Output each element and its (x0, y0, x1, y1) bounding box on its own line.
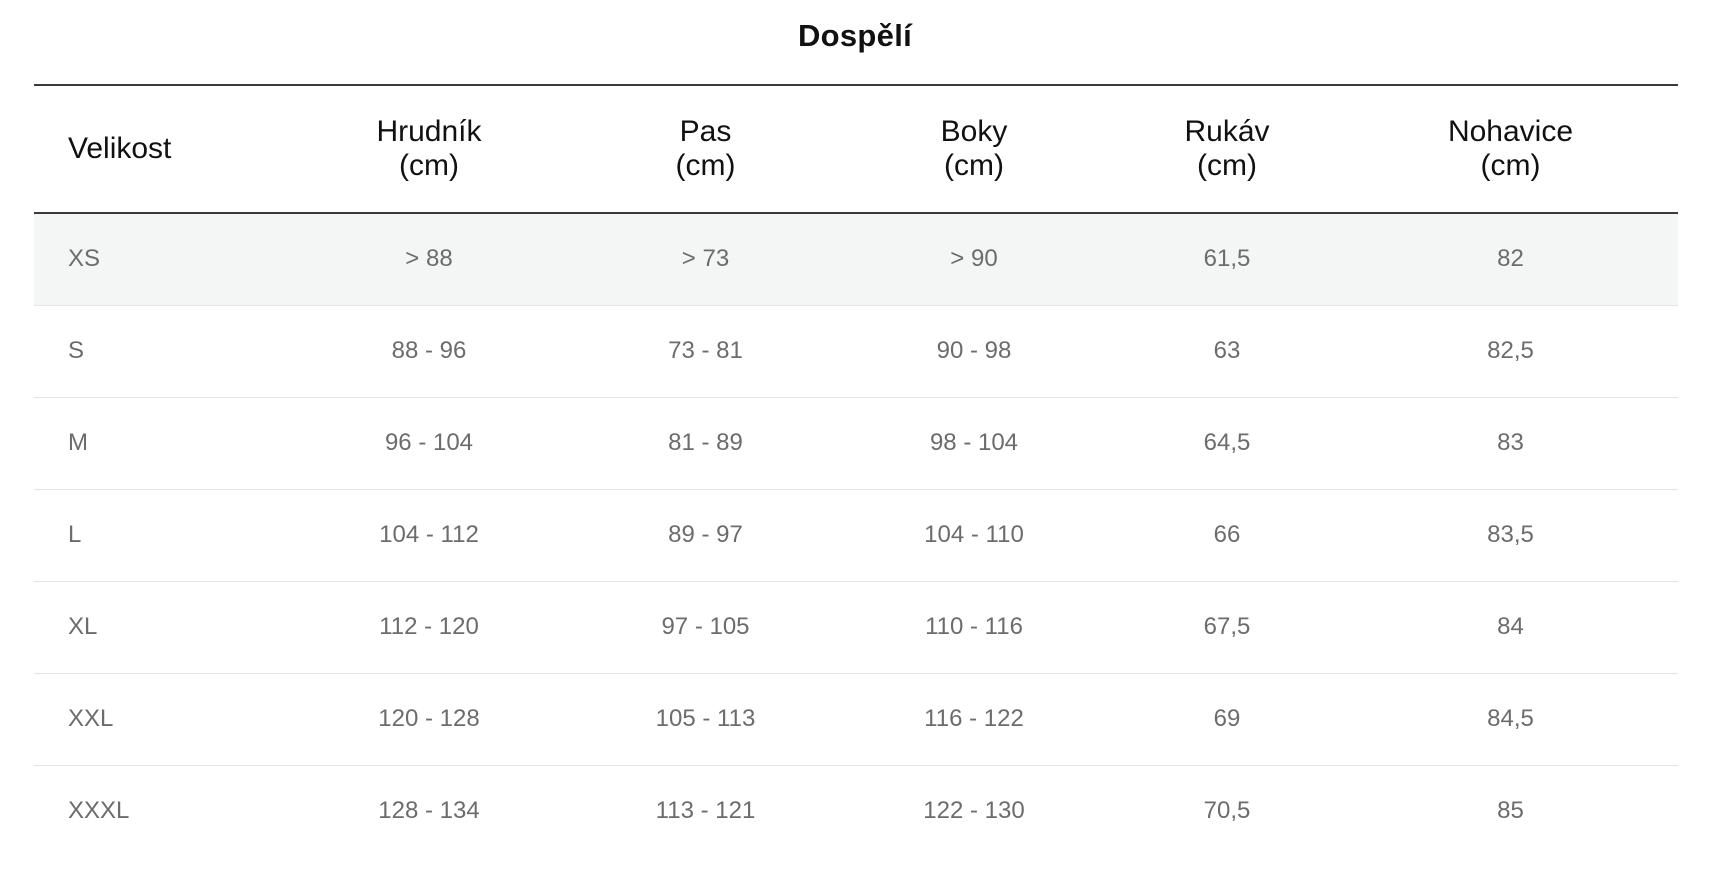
table-row: XXL 120 - 128 105 - 113 116 - 122 69 84,… (34, 673, 1678, 765)
cell-hips: 122 - 130 (923, 797, 1025, 825)
cell-pants: 84,5 (1487, 705, 1534, 732)
cell-size: S (68, 337, 85, 364)
cell-pants: 83 (1497, 429, 1524, 456)
cell-waist: 97 - 105 (661, 613, 750, 640)
table-row: XL 112 - 120 97 - 105 110 - 116 67,5 84 (34, 581, 1678, 673)
cell-chest: 120 - 128 (378, 705, 480, 732)
cell-waist: 113 - 121 (655, 797, 756, 825)
cell-sleeve: 61,5 (1203, 245, 1251, 273)
cell-hips: 90 - 98 (936, 337, 1012, 364)
cell-hips: 104 - 110 (924, 521, 1024, 548)
header-waist: Pas (cm) (574, 85, 837, 213)
table-row: L 104 - 112 89 - 97 104 - 110 66 83,5 (34, 489, 1678, 581)
table-row: XS > 88 > 73 > 90 61,5 82 (34, 213, 1678, 305)
cell-chest: 104 - 112 (379, 521, 479, 548)
cell-hips: > 90 (950, 245, 998, 273)
cell-waist: > 73 (681, 245, 730, 273)
header-size-label: Velikost (68, 132, 172, 165)
header-size: Velikost (34, 85, 284, 213)
cell-pants: 84 (1497, 613, 1524, 640)
header-waist-unit: (cm) (675, 149, 736, 182)
cell-hips: 110 - 116 (925, 613, 1023, 640)
cell-size: XXL (68, 705, 114, 732)
cell-waist: 73 - 81 (668, 337, 743, 364)
cell-waist: 89 - 97 (668, 521, 743, 548)
cell-size: L (68, 521, 82, 548)
header-waist-label: Pas (679, 115, 732, 148)
table-header-row: Velikost Hrudník (cm) Pas (cm) Boky (cm)… (34, 85, 1678, 213)
cell-sleeve: 69 (1213, 705, 1241, 732)
page-title: Dospělí (797, 18, 913, 53)
header-chest: Hrudník (cm) (284, 85, 574, 213)
cell-chest: > 88 (405, 245, 453, 273)
cell-chest: 96 - 104 (384, 429, 474, 456)
cell-sleeve: 70,5 (1203, 797, 1251, 825)
header-hips: Boky (cm) (837, 85, 1111, 213)
cell-sleeve: 67,5 (1203, 613, 1251, 640)
cell-size: XL (68, 613, 98, 640)
header-hips-unit: (cm) (944, 149, 1004, 182)
header-chest-label: Hrudník (376, 115, 482, 148)
cell-chest: 128 - 134 (378, 797, 480, 825)
cell-sleeve: 66 (1213, 521, 1241, 548)
cell-size: XS (68, 245, 101, 273)
cell-sleeve: 63 (1213, 337, 1241, 364)
header-pants: Nohavice (cm) (1343, 85, 1678, 213)
header-sleeve-unit: (cm) (1197, 149, 1257, 182)
cell-hips: 116 - 122 (924, 705, 1024, 732)
cell-pants: 83,5 (1487, 521, 1534, 548)
header-pants-unit: (cm) (1480, 149, 1541, 182)
table-row: XXXL 128 - 134 113 - 121 122 - 130 70,5 … (34, 765, 1678, 857)
cell-pants: 82,5 (1487, 337, 1534, 364)
cell-sleeve: 64,5 (1203, 429, 1251, 456)
cell-pants: 85 (1497, 797, 1524, 825)
cell-chest: 88 - 96 (391, 337, 467, 364)
cell-size: M (68, 429, 88, 456)
size-table: Velikost Hrudník (cm) Pas (cm) Boky (cm)… (34, 84, 1678, 857)
header-chest-unit: (cm) (399, 149, 459, 182)
cell-pants: 82 (1497, 245, 1524, 273)
header-pants-label: Nohavice (1447, 115, 1574, 148)
header-sleeve-label: Rukáv (1184, 115, 1270, 148)
cell-chest: 112 - 120 (379, 613, 479, 640)
cell-waist: 105 - 113 (655, 705, 756, 732)
table-row: S 88 - 96 73 - 81 90 - 98 63 82,5 (34, 305, 1678, 397)
cell-waist: 81 - 89 (668, 429, 743, 456)
cell-hips: 98 - 104 (929, 429, 1019, 456)
cell-size: XXXL (68, 797, 130, 825)
table-row: M 96 - 104 81 - 89 98 - 104 64,5 83 (34, 397, 1678, 489)
header-hips-label: Boky (940, 115, 1008, 148)
header-sleeve: Rukáv (cm) (1111, 85, 1343, 213)
